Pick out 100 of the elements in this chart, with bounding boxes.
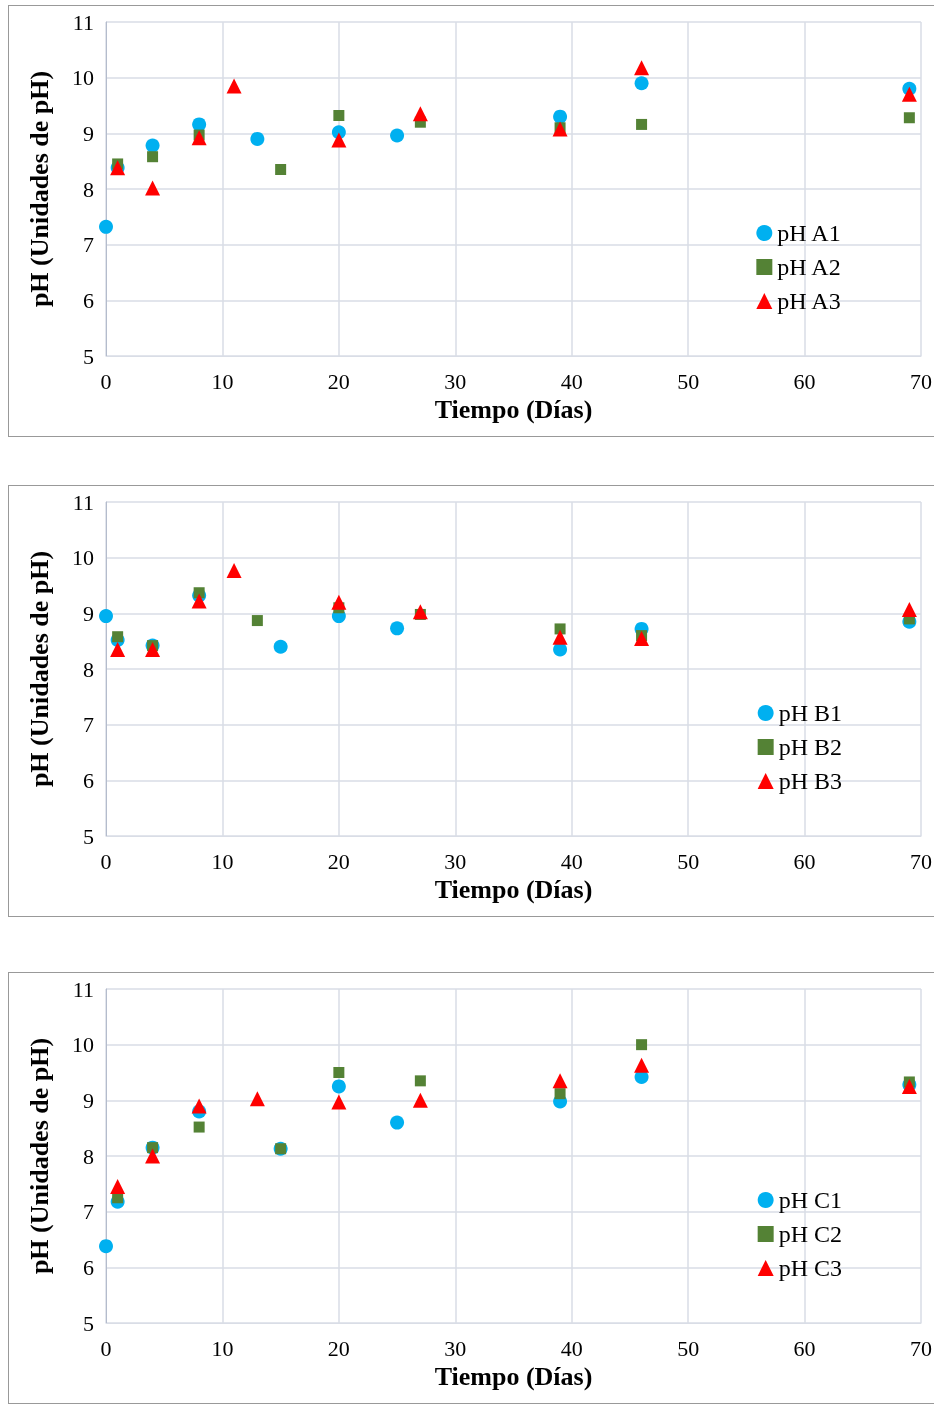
point: [412, 604, 428, 620]
x-tick-label: 40: [560, 1335, 583, 1361]
legend-label: pH B2: [778, 734, 842, 760]
point: [193, 1121, 205, 1133]
point: [110, 1179, 126, 1195]
point: [901, 86, 917, 102]
point: [273, 639, 288, 654]
y-axis-title: pH (Unidades de pH): [24, 550, 54, 788]
x-tick-label: 10: [211, 368, 234, 394]
y-tick-label: 10: [72, 545, 94, 571]
y-tick-label: 7: [83, 712, 94, 738]
point: [903, 112, 915, 124]
legend-label: pH C2: [778, 1221, 842, 1247]
y-tick-label: 9: [83, 1087, 94, 1113]
point: [226, 562, 242, 578]
x-tick-label: 10: [211, 848, 234, 874]
point: [99, 219, 113, 234]
point: [331, 1079, 346, 1094]
point: [275, 164, 287, 176]
x-axis-title: Tiempo (Días): [434, 875, 593, 905]
point: [634, 60, 650, 76]
y-tick-label: 5: [83, 823, 94, 849]
y-tick-label: 8: [83, 1143, 94, 1169]
x-tick-label: 50: [677, 1335, 700, 1361]
point: [145, 180, 161, 196]
x-tick-label: 20: [327, 848, 350, 874]
point: [636, 1039, 648, 1051]
point: [554, 1088, 566, 1100]
point: [191, 593, 207, 609]
point: [145, 138, 160, 153]
y-tick-label: 11: [72, 976, 94, 1002]
x-tick-label: 70: [910, 848, 932, 874]
point: [226, 78, 242, 94]
y-tick-label: 6: [83, 1254, 94, 1280]
point: [145, 1148, 161, 1164]
x-tick-label: 60: [793, 368, 816, 394]
point: [412, 1092, 428, 1108]
point: [147, 151, 159, 163]
x-tick-label: 50: [677, 368, 700, 394]
x-tick-label: 0: [100, 368, 112, 394]
point: [634, 76, 649, 91]
legend-label: pH B1: [778, 700, 842, 726]
y-axis-title: pH (Unidades de pH): [24, 70, 54, 308]
y-tick-label: 6: [83, 767, 94, 793]
y-tick-label: 7: [83, 232, 94, 258]
point: [331, 594, 347, 610]
point: [331, 1094, 347, 1110]
x-tick-label: 20: [327, 1335, 350, 1361]
y-tick-label: 6: [83, 287, 94, 313]
point: [331, 132, 347, 148]
y-tick-label: 8: [83, 656, 94, 682]
point: [99, 609, 113, 624]
x-tick-label: 0: [100, 1335, 112, 1361]
point: [191, 130, 207, 146]
y-tick-label: 8: [83, 176, 94, 202]
x-tick-label: 0: [100, 848, 112, 874]
point: [412, 106, 428, 122]
point: [251, 615, 263, 627]
point: [193, 587, 205, 599]
point: [99, 1239, 113, 1254]
point: [390, 128, 405, 143]
point: [414, 1075, 426, 1087]
y-tick-label: 5: [83, 1310, 94, 1336]
point: [333, 1067, 345, 1078]
legend-label: pH A2: [777, 254, 841, 280]
x-tick-label: 70: [910, 1335, 932, 1361]
x-tick-label: 30: [444, 848, 467, 874]
x-tick-label: 10: [211, 1335, 234, 1361]
point: [192, 117, 207, 132]
legend-label: pH C1: [778, 1187, 842, 1213]
y-axis-title: pH (Unidades de pH): [24, 1037, 54, 1275]
x-tick-label: 60: [793, 1335, 816, 1361]
point: [901, 601, 917, 617]
x-tick-label: 40: [560, 848, 583, 874]
point: [554, 623, 566, 635]
x-tick-label: 50: [677, 848, 700, 874]
y-tick-label: 5: [83, 343, 94, 369]
point: [636, 118, 648, 130]
y-tick-label: 11: [72, 9, 94, 35]
point: [553, 109, 568, 124]
x-axis-title: Tiempo (Días): [434, 1362, 593, 1392]
legend-label: pH A3: [777, 288, 841, 314]
y-tick-label: 10: [72, 1032, 94, 1058]
x-tick-label: 70: [910, 368, 932, 394]
point: [390, 1115, 405, 1130]
legend-label: pH A1: [777, 220, 841, 246]
point: [145, 642, 161, 658]
y-tick-label: 7: [83, 1199, 94, 1225]
x-tick-label: 20: [327, 368, 350, 394]
x-tick-label: 60: [793, 848, 816, 874]
point: [333, 110, 345, 122]
point: [191, 1098, 207, 1114]
point: [552, 629, 568, 645]
x-tick-label: 40: [560, 368, 583, 394]
x-axis-title: Tiempo (Días): [434, 395, 593, 425]
legend-label: pH B3: [778, 768, 842, 794]
y-tick-label: 11: [72, 489, 94, 515]
point: [250, 131, 265, 146]
y-tick-label: 9: [83, 600, 94, 626]
x-tick-label: 30: [444, 368, 467, 394]
